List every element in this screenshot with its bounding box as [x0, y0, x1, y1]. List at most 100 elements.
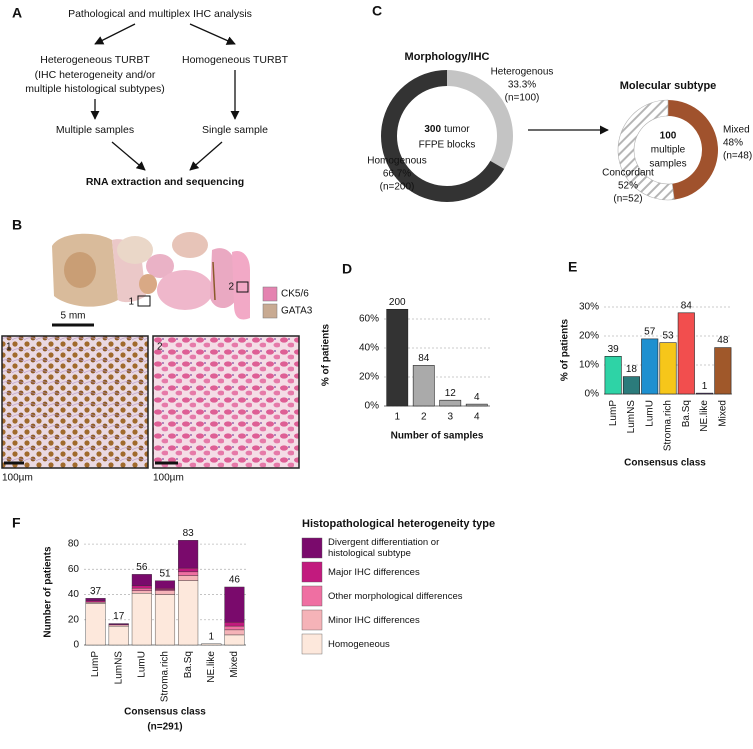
bar-segment: [154, 580, 176, 589]
x-axis-label: Consensus class: [624, 458, 706, 469]
x-tick-label: LumP: [90, 651, 101, 677]
bar-segment: [131, 593, 152, 646]
region-label: 2: [228, 282, 234, 293]
bar-segment: [224, 634, 245, 646]
slice-value: 33.3%: [508, 80, 536, 91]
y-tick-label: 0%: [365, 401, 380, 412]
slice-value: 48%: [723, 138, 743, 149]
legend-entry: Divergent differentiation or histologica…: [328, 537, 440, 559]
slice-label: Homogenous: [367, 156, 426, 167]
tissue: [172, 232, 208, 258]
x-tick-label: LumNS: [113, 651, 124, 685]
count-label: 57: [644, 327, 656, 338]
legend-swatch: [301, 633, 323, 655]
bar: [412, 365, 435, 407]
histology-zoom: [152, 335, 300, 469]
bar-segment: [85, 598, 106, 602]
bar-segment: [178, 571, 199, 576]
scale-label: 100µm: [2, 473, 33, 484]
x-tick-label: LumU: [644, 400, 655, 427]
total-label: 17: [113, 611, 125, 622]
bar-segment: [131, 574, 152, 586]
bar: [714, 347, 732, 395]
count-label: 12: [445, 388, 457, 399]
x-tick-label: LumP: [608, 400, 619, 426]
flow-node: multiple histological subtypes): [25, 83, 164, 95]
total-label: 83: [183, 528, 195, 539]
slice-value: 52%: [618, 181, 638, 192]
y-tick-label: 20%: [359, 372, 379, 383]
flow-node: Heterogeneous TURBT: [40, 54, 150, 66]
panel-label: B: [12, 217, 22, 233]
donut-segment: [668, 100, 718, 200]
bar-segment: [85, 603, 106, 646]
total-label: 1: [209, 631, 215, 642]
x-tick-label: Mixed: [229, 651, 240, 678]
tissue: [146, 254, 174, 278]
region-box: [137, 295, 151, 307]
x-tick-label: Mixed: [717, 400, 728, 427]
tissue: [64, 252, 96, 288]
count-label: 18: [626, 364, 638, 375]
total-label: 51: [159, 568, 171, 579]
bar: [622, 376, 640, 395]
slice-count: (n=200): [380, 182, 415, 193]
bar-segment: [224, 629, 245, 636]
y-axis-label: Number of patients: [43, 546, 54, 638]
x-axis-label: Consensus class: [124, 707, 206, 718]
legend-label: Major IHC differences: [328, 566, 420, 578]
x-tick-label: LumU: [136, 651, 147, 678]
slice-label: Concordant: [602, 168, 654, 179]
x-tick-label: Stroma.rich: [663, 400, 674, 451]
slice-count: (n=48): [723, 151, 752, 162]
tissue: [210, 248, 236, 309]
flow-node: RNA extraction and sequencing: [86, 176, 244, 188]
total-label: 56: [136, 562, 148, 573]
scale-label: 5 mm: [61, 311, 86, 322]
donut-segment: [447, 70, 513, 169]
histology-overview: 1 2 5 mm: [52, 232, 250, 327]
legend-label: Divergent differentiation or histologica…: [328, 537, 440, 559]
flow-node: Homogeneous TURBT: [182, 54, 289, 66]
bar-segment: [154, 590, 176, 595]
legend-swatch: [301, 585, 323, 607]
bar: [439, 399, 462, 407]
x-tick-label: Stroma.rich: [160, 651, 171, 702]
stain-legend: CK5/6 GATA3: [262, 286, 313, 319]
bar-segment: [154, 594, 176, 646]
center-label: samples: [649, 159, 686, 170]
bar-segment: [224, 625, 245, 631]
x-tick-label: 3: [447, 412, 453, 423]
y-tick-label: 30%: [579, 302, 599, 313]
x-tick-label: 2: [421, 412, 427, 423]
slice-count: (n=100): [505, 93, 540, 104]
center-text: tumor: [444, 124, 470, 135]
bar: [465, 403, 488, 407]
x-tick-label: NE.like: [699, 400, 710, 432]
panel-label: D: [342, 261, 352, 277]
y-tick-label: 20%: [579, 331, 599, 342]
bar: [677, 312, 695, 395]
center-label: 300 tumor: [424, 124, 470, 135]
y-tick-label: 40: [68, 589, 80, 600]
x-axis-sublabel: (n=291): [147, 722, 182, 733]
slice-value: 66.7%: [383, 169, 411, 180]
total-label: 37: [90, 586, 102, 597]
chart-title: Molecular subtype: [620, 80, 717, 92]
count-label: 1: [702, 381, 708, 392]
panel-label: C: [372, 3, 382, 19]
y-tick-label: 10%: [579, 360, 599, 371]
legend-entry: Homogeneous: [328, 639, 390, 650]
legend-swatch: [301, 537, 323, 559]
histology-zoom: [1, 335, 149, 469]
center-label: FFPE blocks: [419, 140, 476, 151]
count-label: 84: [681, 300, 693, 311]
bar-segment: [201, 643, 222, 646]
total-label: 46: [229, 575, 241, 586]
bar: [386, 308, 409, 407]
y-tick-label: 80: [68, 539, 80, 550]
tissue: [139, 274, 157, 294]
flow-node: Multiple samples: [56, 124, 134, 136]
flow-node: Pathological and multiplex IHC analysis: [68, 8, 252, 20]
